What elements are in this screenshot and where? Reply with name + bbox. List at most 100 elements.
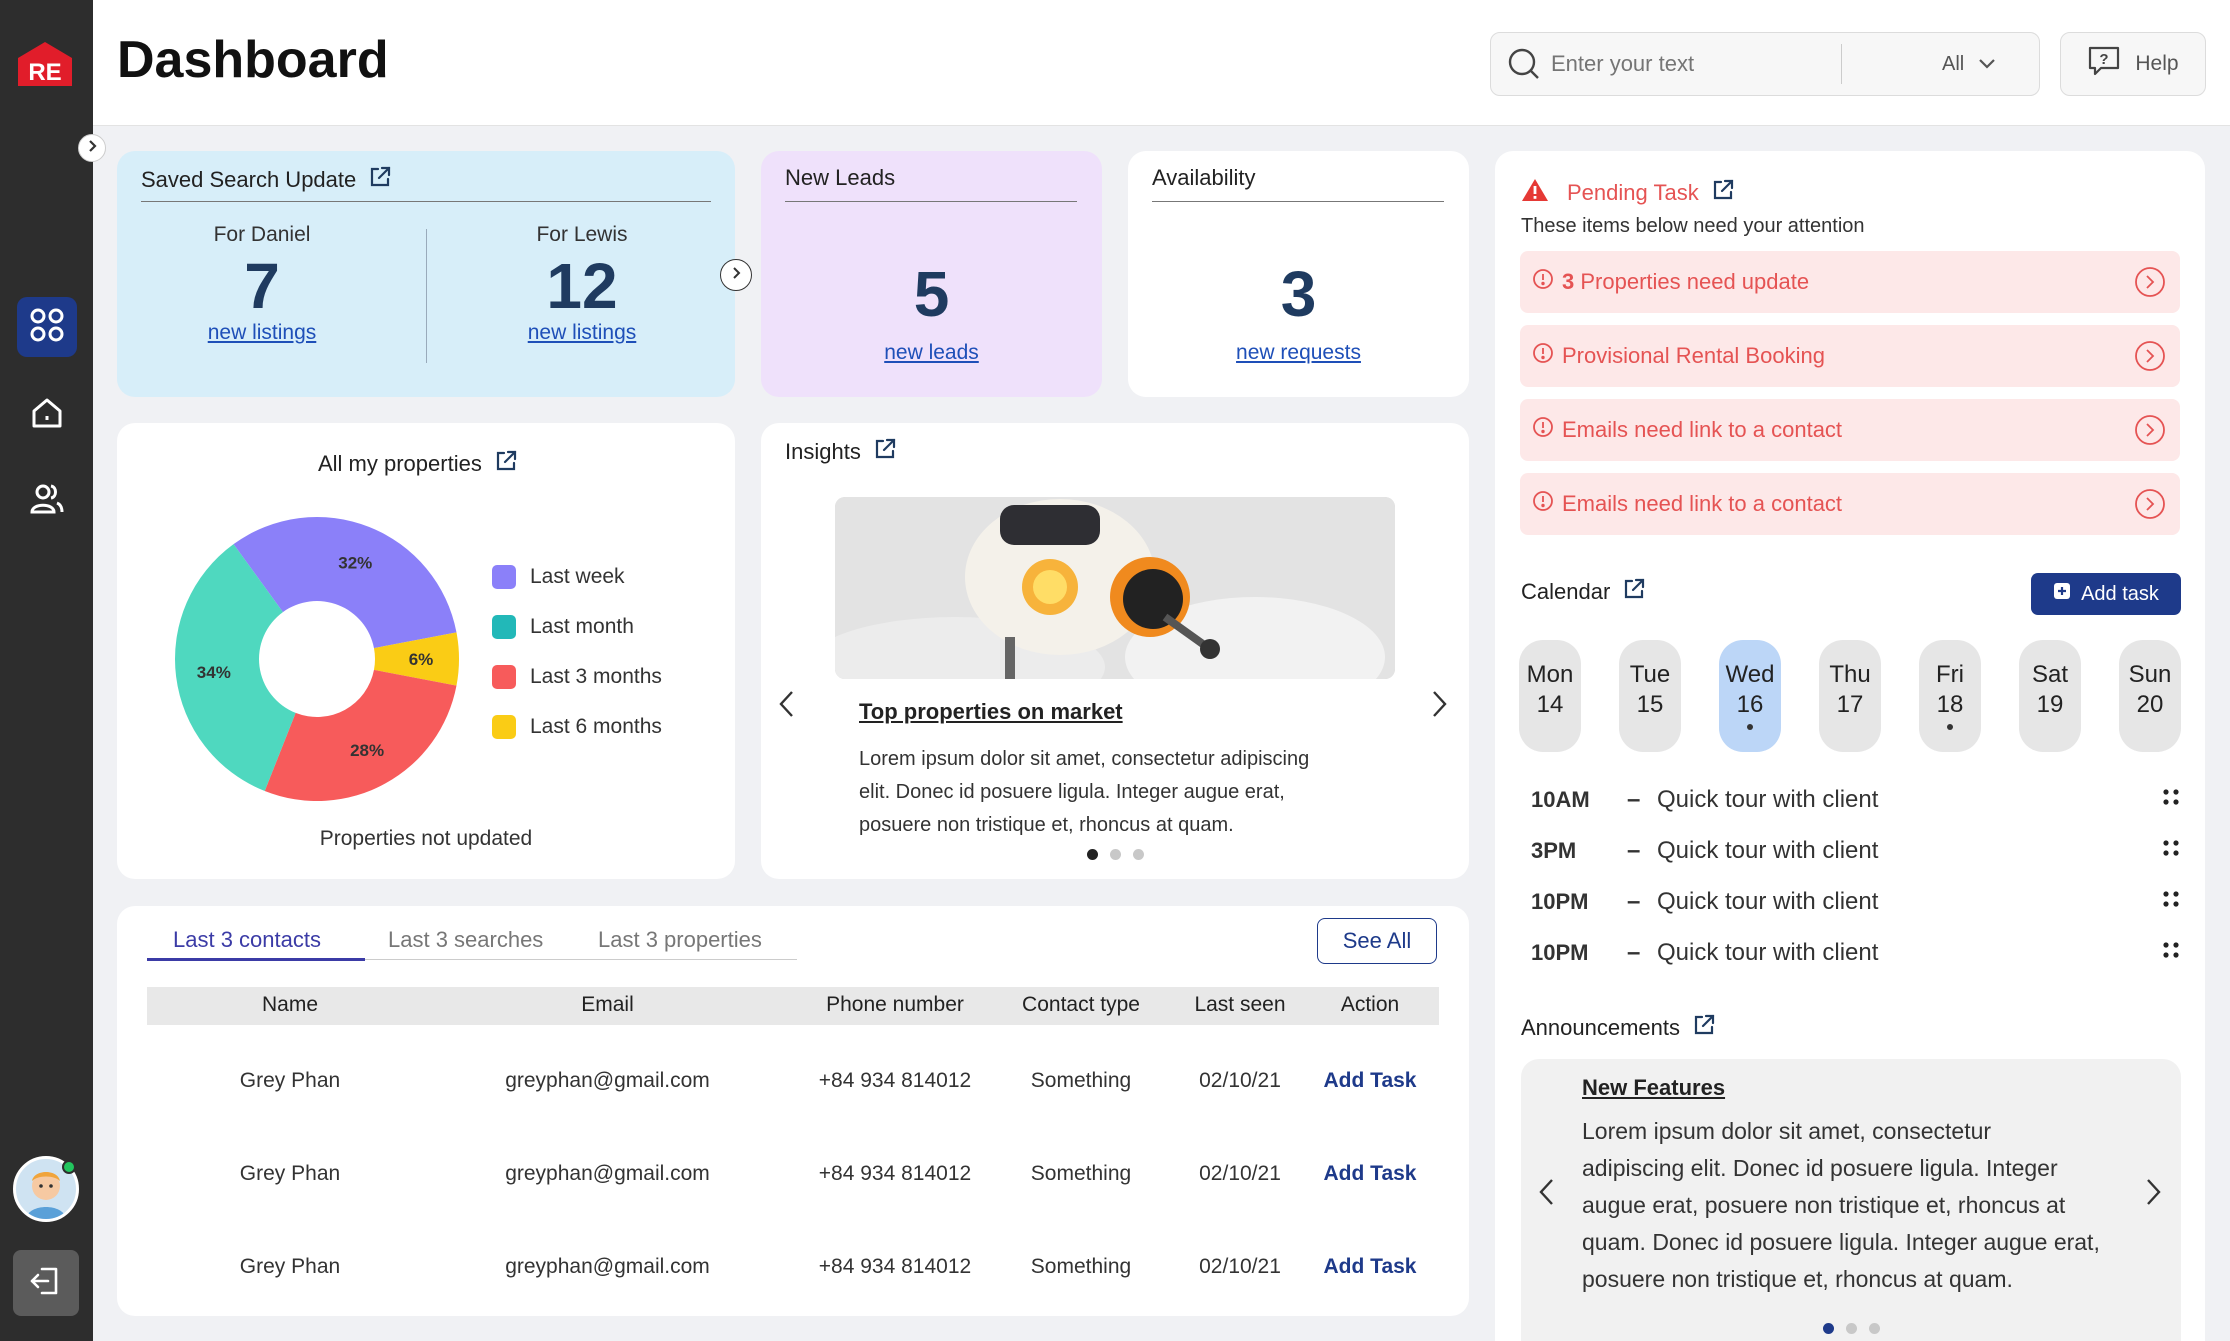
search-input[interactable] [1551, 51, 1841, 77]
chevron-right-circle-icon [2134, 414, 2166, 452]
nav-contacts[interactable] [17, 471, 77, 531]
carousel-dot[interactable] [1132, 849, 1144, 860]
saved-search-lewis: For Lewis 12 new listings [437, 223, 727, 345]
day-name: Sun [2128, 661, 2172, 688]
nav-properties[interactable] [17, 385, 77, 445]
calendar-day[interactable]: Tue 15 [1619, 640, 1681, 752]
new-leads-link[interactable]: new leads [884, 341, 979, 364]
saved-search-daniel-count: 7 [244, 250, 280, 322]
pending-item[interactable]: Emails need link to a contact [1520, 399, 2180, 461]
drag-handle-icon[interactable] [2161, 888, 2181, 916]
legend-item: Last month [492, 615, 634, 639]
add-task-link[interactable]: Add Task [1323, 1255, 1417, 1278]
calendar-event[interactable]: 3PM – Quick tour with client [1531, 831, 2181, 871]
calendar-event[interactable]: 10PM – Quick tour with client [1531, 882, 2181, 922]
calendar-day[interactable]: Sun 20 [2119, 640, 2181, 752]
alert-circle-icon [1532, 490, 1554, 518]
carousel-dot-active[interactable] [1086, 849, 1098, 860]
new-leads-title: New Leads [785, 165, 896, 190]
pending-item-count: 3 [1562, 269, 1575, 294]
tab-last-contacts[interactable]: Last 3 contacts [173, 927, 321, 952]
column-header-email: Email [581, 993, 634, 1016]
grid-icon [29, 307, 65, 348]
tab-active-indicator [147, 958, 365, 961]
drag-handle-icon[interactable] [2161, 837, 2181, 865]
pending-item[interactable]: Provisional Rental Booking [1520, 325, 2180, 387]
saved-search-lewis-link[interactable]: new listings [527, 321, 637, 344]
sidebar: RE [0, 0, 93, 1341]
event-title: Quick tour with client [1657, 888, 1879, 915]
divider [785, 201, 1077, 202]
divider [141, 201, 711, 202]
pie-slice[interactable] [175, 544, 296, 792]
logout-button[interactable] [13, 1250, 79, 1316]
calendar-day-selected[interactable]: Wed 16 [1719, 640, 1781, 752]
insights-next-button[interactable] [1429, 689, 1449, 724]
legend-swatch [492, 715, 516, 739]
announcement-prev-button[interactable] [1537, 1177, 1557, 1212]
sidebar-toggle-button[interactable] [78, 134, 106, 162]
tab-last-searches[interactable]: Last 3 searches [388, 927, 544, 952]
external-link-icon[interactable] [368, 165, 392, 195]
properties-title: All my properties [318, 451, 482, 476]
brand-logo[interactable]: RE [14, 40, 76, 88]
insights-prev-button[interactable] [777, 689, 797, 724]
calendar-day[interactable]: Fri 18 [1919, 640, 1981, 752]
external-link-icon[interactable] [873, 437, 897, 467]
carousel-dot-active[interactable] [1822, 1323, 1834, 1334]
availability-title: Availability [1152, 165, 1256, 190]
home-icon [29, 395, 65, 436]
cell-last-seen: 02/10/21 [1199, 1255, 1281, 1278]
calendar-day[interactable]: Thu 17 [1819, 640, 1881, 752]
saved-search-header: Saved Search Update [141, 165, 392, 195]
calendar-day[interactable]: Sat 19 [2019, 640, 2081, 752]
legend-item: Last week [492, 565, 625, 589]
add-task-link[interactable]: Add Task [1323, 1162, 1417, 1185]
new-leads-count: 5 [913, 258, 950, 330]
carousel-dot[interactable] [1868, 1323, 1880, 1334]
add-task-button[interactable]: Add task [2031, 573, 2181, 615]
chevron-right-icon [1429, 691, 1449, 723]
pie-slice[interactable] [264, 669, 457, 801]
insights-heading[interactable]: Top properties on market [859, 699, 1123, 724]
add-task-link[interactable]: Add Task [1323, 1069, 1417, 1092]
properties-caption: Properties not updated [319, 827, 533, 850]
pending-item[interactable]: Emails need link to a contact [1520, 473, 2180, 535]
external-link-icon[interactable] [1711, 178, 1735, 208]
availability-card: Availability 3 new requests [1128, 151, 1469, 397]
saved-search-daniel-link[interactable]: new listings [207, 321, 317, 344]
external-link-icon[interactable] [1622, 577, 1646, 607]
drag-handle-icon[interactable] [2161, 786, 2181, 814]
alert-circle-icon [1532, 342, 1554, 370]
drag-handle-icon[interactable] [2161, 939, 2181, 967]
calendar-event[interactable]: 10PM – Quick tour with client [1531, 933, 2181, 973]
tab-underline-track [147, 959, 797, 960]
pie-slice[interactable] [373, 632, 459, 686]
saved-search-next-button[interactable] [720, 259, 752, 291]
insights-card: Insights Top properties on market Lorem … [761, 423, 1469, 879]
insights-body-line: elit. Donec id posuere ligula. Integer a… [859, 781, 1285, 803]
column-header-contact-type: Contact type [1022, 993, 1140, 1016]
search-filter-select[interactable]: All [1942, 53, 1996, 76]
external-link-icon[interactable] [1692, 1013, 1716, 1043]
event-time: 3PM [1531, 838, 1577, 863]
help-button[interactable]: ? Help [2060, 32, 2206, 96]
calendar-day[interactable]: Mon 14 [1519, 640, 1581, 752]
day-name: Tue [1629, 661, 1671, 688]
announcement-next-button[interactable] [2143, 1177, 2163, 1212]
legend-swatch [492, 565, 516, 589]
calendar-event[interactable]: 10AM – Quick tour with client [1531, 780, 2181, 820]
tab-last-properties[interactable]: Last 3 properties [598, 927, 762, 952]
cell-phone: +84 934 814012 [818, 1255, 972, 1278]
availability-link[interactable]: new requests [1236, 341, 1361, 364]
announcement-heading[interactable]: New Features [1582, 1075, 1726, 1100]
pie-slice[interactable] [233, 517, 457, 649]
carousel-dot[interactable] [1845, 1323, 1857, 1334]
see-all-button[interactable]: See All [1317, 918, 1437, 964]
search-bar[interactable]: All [1490, 32, 2040, 96]
carousel-dot[interactable] [1109, 849, 1121, 860]
nav-dashboard[interactable] [17, 297, 77, 357]
external-link-icon[interactable] [494, 449, 518, 479]
pending-item[interactable]: 3 Properties need update [1520, 251, 2180, 313]
event-dash: – [1627, 837, 1641, 864]
